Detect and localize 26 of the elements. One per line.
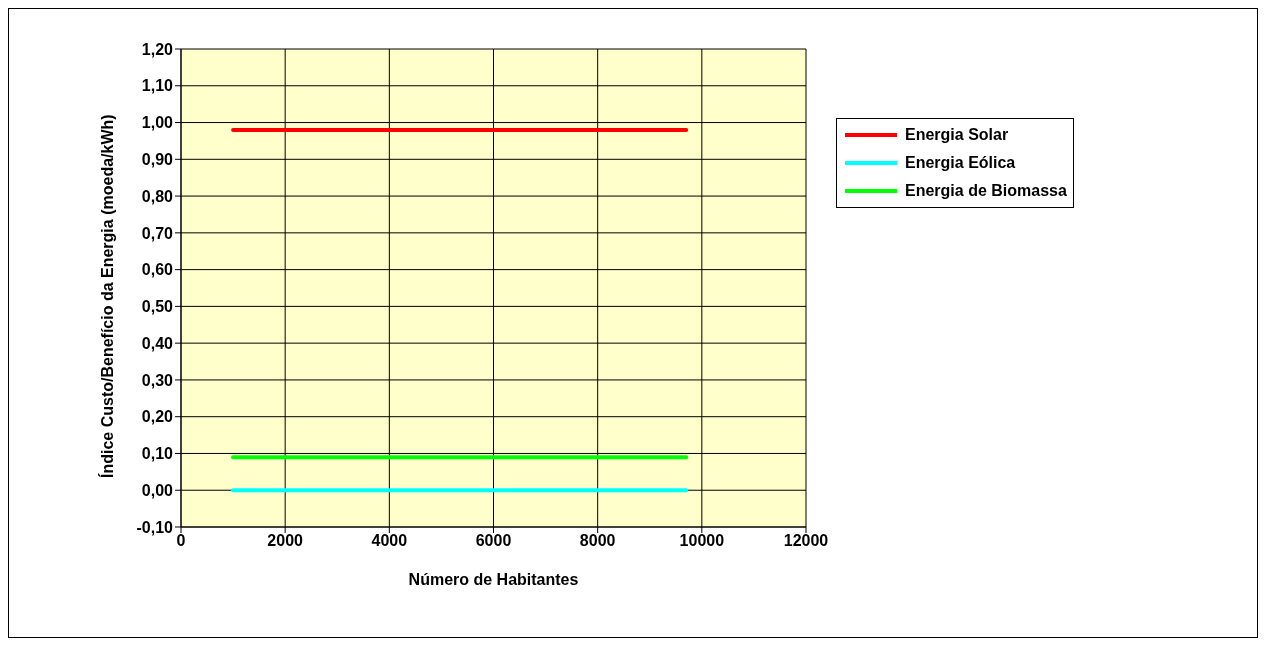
y-tick-label: 0,90 xyxy=(141,150,174,168)
y-axis-title: Índice Custo/Benefício da Energia (moeda/kWh) xyxy=(97,114,116,478)
x-tick-label: 4000 xyxy=(371,532,408,550)
y-tick-label: 0,80 xyxy=(141,187,174,205)
y-tick-label: 0,60 xyxy=(141,261,174,279)
y-tick-label: 0,10 xyxy=(141,445,174,463)
y-tick-label: 1,00 xyxy=(141,114,174,132)
y-tick-label: 0,30 xyxy=(141,371,174,389)
x-tick-label: 12000 xyxy=(783,532,829,550)
x-tick-label: 6000 xyxy=(475,532,512,550)
x-axis-title: Número de Habitantes xyxy=(408,571,579,588)
y-tick-label: 0,50 xyxy=(141,298,174,316)
x-tick-label: 2000 xyxy=(267,532,304,550)
y-tick-label: 0,40 xyxy=(141,334,174,352)
y-tick-label: 0,20 xyxy=(141,408,174,426)
legend-label: Energia Eólica xyxy=(905,154,1016,172)
y-tick-label: 1,20 xyxy=(141,40,174,58)
legend-label: Energia de Biomassa xyxy=(905,182,1067,200)
x-tick-label: 8000 xyxy=(579,532,616,550)
y-tick-label: 1,10 xyxy=(141,77,174,95)
y-tick-label: 0,00 xyxy=(141,481,174,499)
y-tick-label: 0,70 xyxy=(141,224,174,242)
y-tick-label: -0,10 xyxy=(136,518,174,536)
x-tick-label: 10000 xyxy=(679,532,725,550)
x-tick-label: 0 xyxy=(176,532,186,550)
legend-label: Energia Solar xyxy=(905,126,1009,144)
